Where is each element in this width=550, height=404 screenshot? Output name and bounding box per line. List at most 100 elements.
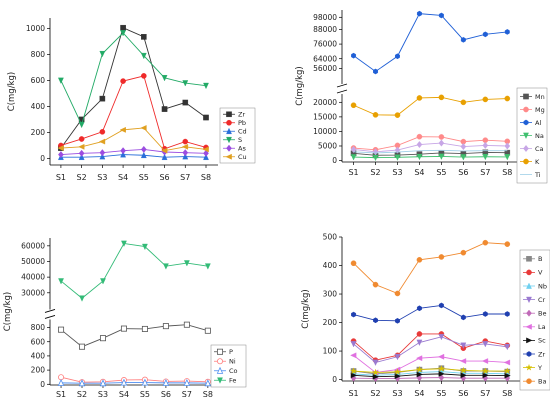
data-point-P (99, 335, 106, 342)
data-point-P (162, 323, 169, 330)
y-tick-label: 800 (31, 323, 46, 332)
data-point-Cd (78, 153, 85, 160)
series-line-Nb (353, 371, 508, 376)
data-point-Al (504, 29, 510, 35)
data-point-Ca (416, 141, 423, 149)
data-point-Cd (182, 153, 189, 160)
chart-panel-bottom-right: 0 100 200 300 400 500 S1 S2 S3 S4 S5 S6 S7 S8 C(mg/kg)… (301, 233, 550, 398)
data-point-Co (183, 378, 191, 386)
legend-label: Co (229, 367, 238, 375)
data-point-Na (504, 154, 511, 161)
legend-label: V (538, 269, 543, 277)
data-point-Cu (119, 126, 126, 133)
data-point-Cr (372, 359, 379, 366)
y-tick-label: 98000 (313, 13, 337, 22)
data-point-Al (416, 10, 422, 17)
data-point-Ca (504, 142, 511, 150)
data-point-Sc (416, 371, 423, 378)
axis-break-mark (336, 89, 348, 94)
data-point-Sc (504, 372, 511, 379)
data-point-Cd (161, 153, 168, 160)
legend-marker (523, 158, 529, 165)
data-point-Sc (372, 373, 379, 380)
data-point-Fe (121, 240, 127, 247)
data-point-Co (78, 379, 86, 387)
data-point-Ca (438, 139, 445, 147)
data-point-As (140, 145, 147, 153)
y-axis-label: C(mg/kg) (295, 66, 305, 105)
legend-box (219, 107, 256, 164)
data-point-Pb (120, 78, 126, 84)
data-point-Zr (416, 305, 422, 312)
data-point-Fe (162, 263, 169, 270)
data-point-Ba (504, 241, 511, 247)
legend-marker (523, 119, 529, 126)
data-point-Pb (182, 138, 189, 145)
data-point-Co (162, 378, 170, 386)
x-tick-label: S7 (480, 389, 490, 398)
y-tick-label: 500 (323, 233, 338, 242)
y-tick-label: 5000 (318, 142, 337, 151)
legend-label: P (229, 348, 233, 356)
data-point-Cu (202, 146, 209, 153)
data-point-Zr (120, 24, 126, 31)
y-tick-label: 400 (31, 102, 46, 111)
series-line-Mn (353, 151, 508, 156)
data-point-La (415, 355, 423, 362)
data-point-Zr (182, 99, 189, 106)
data-point-Ba (350, 260, 357, 267)
y-tick-label: 10000 (313, 127, 337, 136)
chart-panel-bottom-left: 0 200 400 600 800 30000 40000 50000 60000 S1 S2 S3 S… (3, 238, 247, 399)
series-line-Cd (60, 154, 207, 158)
legend-label: Fe (229, 377, 236, 385)
legend-box (519, 249, 550, 391)
series-line-Zr (353, 304, 508, 322)
x-tick-label: S2 (370, 168, 380, 177)
data-point-Cd (140, 151, 147, 159)
data-point-Y (459, 366, 467, 374)
legend-label: Ca (535, 145, 544, 153)
series-line-Mg (353, 136, 508, 151)
x-tick-label: S7 (480, 168, 490, 177)
x-tick-label: S8 (502, 389, 512, 398)
y-tick-label: 40000 (21, 273, 45, 282)
data-point-Zr (141, 34, 147, 40)
x-tick-label: S3 (97, 173, 107, 182)
data-point-Cu (57, 145, 64, 152)
data-point-S (120, 30, 127, 37)
y-tick-label: 60000 (21, 241, 45, 250)
data-point-As (99, 149, 106, 157)
legend-marker (226, 111, 232, 118)
data-point-Zr (99, 95, 106, 102)
data-point-Na (482, 153, 489, 161)
x-tick-label: S8 (201, 173, 211, 182)
x-tick-label: S3 (98, 390, 108, 399)
data-point-La (437, 353, 445, 360)
data-point-Cr (482, 341, 489, 348)
x-tick-label: S1 (56, 173, 66, 182)
data-point-Zr (482, 311, 488, 317)
data-point-P (183, 321, 190, 328)
data-point-Al (373, 68, 378, 75)
legend-label: Cd (238, 128, 247, 136)
data-point-As (78, 149, 85, 157)
x-tick-label: S4 (414, 168, 424, 177)
data-point-Co (141, 378, 149, 386)
series-line-S (60, 32, 207, 126)
data-point-Co (99, 379, 107, 387)
series-line-As (60, 148, 207, 156)
data-point-Cd (120, 151, 127, 158)
legend-marker (226, 136, 232, 144)
legend-marker (526, 337, 533, 344)
y-tick-label: 200 (31, 366, 46, 375)
data-point-Ca (482, 141, 489, 149)
data-point-Cu (98, 138, 106, 145)
data-point-K (416, 95, 423, 101)
legend-label: La (538, 323, 546, 331)
legend-marker (226, 119, 232, 126)
legend-label: Cr (538, 296, 546, 304)
y-tick-label: 0 (40, 154, 45, 163)
data-point-P (58, 326, 65, 333)
data-point-K (504, 95, 511, 102)
legend-label: Pb (238, 119, 246, 127)
